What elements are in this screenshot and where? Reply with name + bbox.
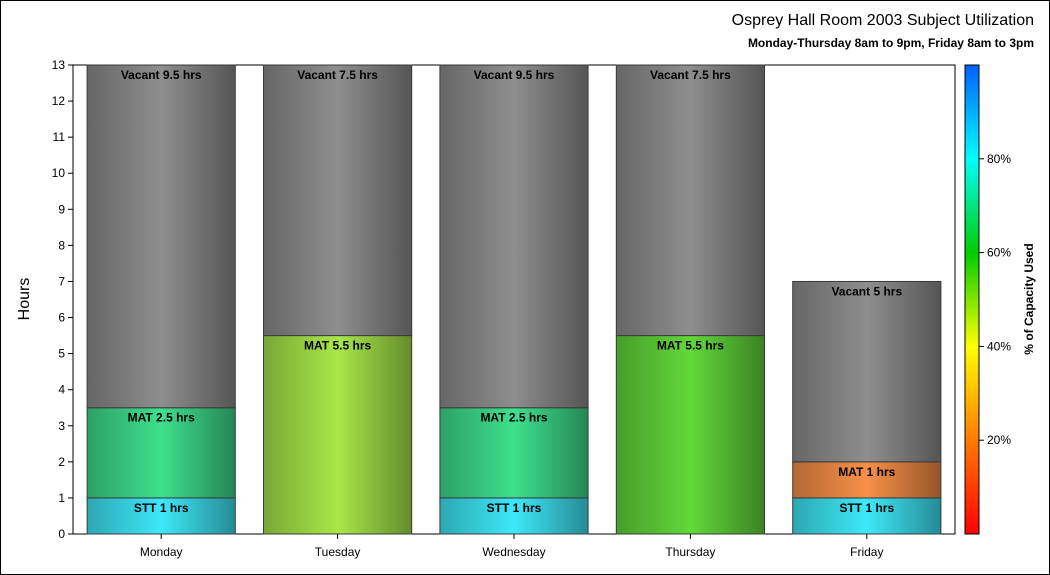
data-label-thursday-1: Vacant 7.5 hrs	[650, 68, 731, 82]
y-tick-label-1: 1	[58, 491, 65, 505]
y-tick-label-10: 10	[52, 166, 66, 180]
title-block: Osprey Hall Room 2003 Subject Utilizatio…	[732, 12, 1034, 50]
y-tick-label-7: 7	[58, 274, 65, 288]
y-tick-label-12: 12	[52, 94, 66, 108]
data-label-tuesday-1: Vacant 7.5 hrs	[297, 68, 378, 82]
bar-monday: STT 1 hrs MAT 2.5 hrs Vacant 9.5 hrs	[86, 64, 236, 535]
y-tick-label-9: 9	[58, 202, 65, 216]
colorbar-tick-label-20: 20%	[987, 433, 1011, 447]
data-label-monday-1: MAT 2.5 hrs	[128, 411, 195, 425]
x-tick-label-thursday: Thursday	[665, 545, 715, 559]
data-label-wednesday-2: Vacant 9.5 hrs	[474, 68, 555, 82]
x-axis: Monday Tuesday Wednesday Thursday Friday	[140, 534, 883, 559]
bar-segment-friday-mat-1-hrs	[792, 461, 942, 499]
data-label-friday-1: MAT 1 hrs	[838, 465, 895, 479]
x-tick-label-wednesday: Wednesday	[482, 545, 545, 559]
y-tick-label-8: 8	[58, 238, 65, 252]
data-label-friday-0: STT 1 hrs	[839, 501, 894, 515]
bar-segment-wednesday-mat-2-5-hrs	[439, 407, 589, 499]
data-label-friday-2: Vacant 5 hrs	[831, 284, 902, 298]
chart-subtitle: Monday-Thursday 8am to 9pm, Friday 8am t…	[747, 36, 1034, 50]
colorbar-gradient	[964, 64, 980, 535]
chart-title: Osprey Hall Room 2003 Subject Utilizatio…	[731, 12, 1034, 29]
y-tick-label-6: 6	[58, 311, 65, 325]
colorbar-label: % of Capacity Used	[1022, 243, 1036, 355]
y-tick-label-4: 4	[58, 383, 65, 397]
y-tick-label-3: 3	[58, 419, 65, 433]
data-label-tuesday-0: MAT 5.5 hrs	[304, 339, 371, 353]
data-label-wednesday-1: MAT 2.5 hrs	[480, 411, 547, 425]
bar-wednesday: STT 1 hrs MAT 2.5 hrs Vacant 9.5 hrs	[439, 64, 589, 535]
data-label-monday-2: Vacant 9.5 hrs	[121, 68, 202, 82]
bar-segment-thursday-vacant-7-5-hrs	[615, 64, 765, 337]
y-tick-label-0: 0	[58, 527, 65, 541]
colorbar-tick-label-60: 60%	[987, 246, 1011, 260]
data-label-thursday-0: MAT 5.5 hrs	[657, 339, 724, 353]
bar-segment-tuesday-mat-5-5-hrs	[263, 335, 413, 535]
bar-segment-tuesday-vacant-7-5-hrs	[263, 64, 413, 337]
colorbar-tick-label-40: 40%	[987, 339, 1011, 353]
y-axis-label: Hours	[16, 277, 33, 321]
x-tick-label-friday: Friday	[850, 545, 883, 559]
bar-segment-friday-vacant-5-hrs	[792, 280, 942, 463]
y-tick-label-11: 11	[53, 130, 66, 144]
bar-friday: STT 1 hrs MAT 1 hrs Vacant 5 hrs	[792, 280, 942, 535]
data-label-wednesday-0: STT 1 hrs	[487, 501, 542, 515]
data-label-monday-0: STT 1 hrs	[134, 501, 189, 515]
bar-segment-thursday-mat-5-5-hrs	[615, 335, 765, 535]
bar-thursday: MAT 5.5 hrs Vacant 7.5 hrs	[615, 64, 765, 535]
colorbar: 20% 40% 60% 80%	[964, 64, 1011, 535]
bar-tuesday: MAT 5.5 hrs Vacant 7.5 hrs	[263, 64, 413, 535]
bars-layer: STT 1 hrs MAT 2.5 hrs Vacant 9.5 hrs MAT 5.…	[86, 64, 942, 535]
bar-segment-wednesday-vacant-9-5-hrs	[439, 64, 589, 409]
bar-segment-wednesday-stt-1-hrs	[439, 497, 589, 535]
x-tick-label-monday: Monday	[140, 545, 183, 559]
y-tick-label-13: 13	[52, 58, 66, 72]
y-tick-label-2: 2	[58, 455, 65, 469]
colorbar-tick-label-80: 80%	[987, 152, 1011, 166]
bar-segment-monday-vacant-9-5-hrs	[86, 64, 236, 409]
x-tick-label-tuesday: Tuesday	[315, 545, 361, 559]
bar-segment-monday-mat-2-5-hrs	[86, 407, 236, 499]
y-tick-label-5: 5	[58, 347, 65, 361]
